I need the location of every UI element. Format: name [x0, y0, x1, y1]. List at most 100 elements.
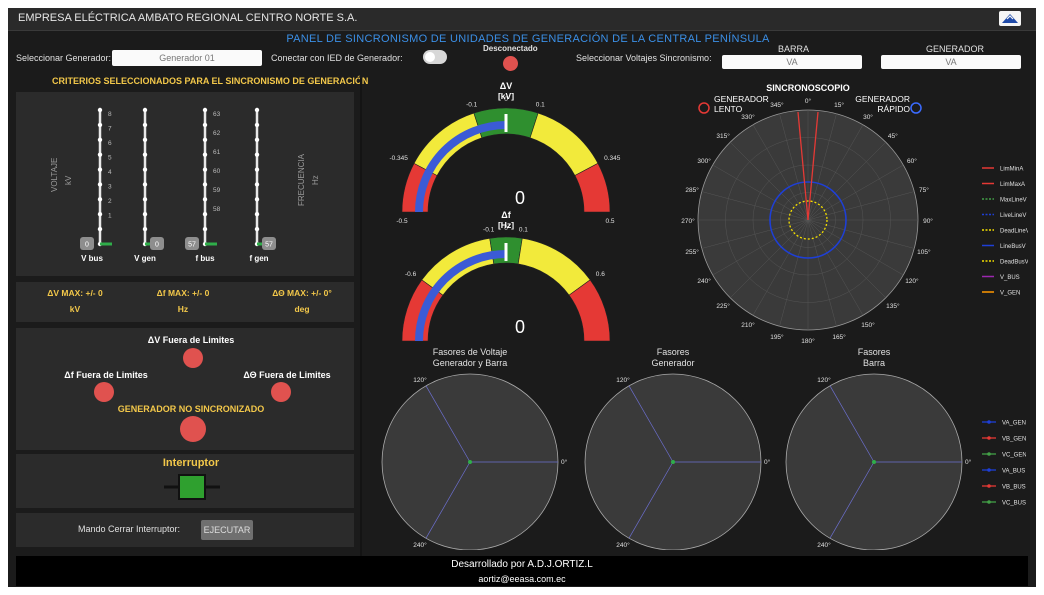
dtheta-max-value: ΔΘ MAX: +/- 0° [272, 288, 332, 298]
gauge-tick-label: -0.1 [466, 101, 478, 108]
slider-tick-dot [97, 107, 103, 113]
gauge-tick-label: -0.5 [396, 218, 408, 225]
slider-label-f-bus: f bus [195, 254, 215, 263]
select-generator-label: Seleccionar Generador: [16, 53, 112, 63]
synchroscope-angle-label: 105° [917, 248, 931, 256]
slider-tick-dot [202, 182, 208, 187]
breaker-panel: Interruptor [16, 454, 354, 508]
phasor-legend-VA_GEN: VA_GEN [1002, 421, 1026, 427]
frequency-tick-label: 61 [213, 149, 221, 156]
phasor-angle-240: 240° [817, 541, 831, 549]
connection-status-text: Desconectado [483, 44, 538, 53]
slider-label-v-bus: V bus [81, 254, 103, 263]
dv-out-led [183, 348, 203, 368]
slider-value-1: 0 [155, 242, 159, 249]
synchroscope-spoke [752, 124, 809, 221]
gauge-tick-label: 0.1 [536, 101, 545, 108]
frequency-tick-label: 58 [213, 206, 221, 213]
generator-select[interactable]: Generador 01 [112, 50, 262, 66]
gauge-tick-label: 0 [504, 96, 508, 103]
synchroscope-spoke [752, 219, 809, 316]
generador-label: GENERADOR [926, 44, 985, 54]
slider-tick-dot [254, 197, 260, 202]
gauge-unit: [kV] [498, 91, 514, 101]
gauge-value-bar [415, 121, 507, 213]
phasor-angle-120: 120° [616, 376, 630, 384]
slider-tick-dot [254, 152, 260, 157]
phasor-plot-title: Fasores [858, 347, 891, 357]
phasor-legend-marker [987, 500, 991, 504]
phasor-legend-marker [987, 436, 991, 440]
slider-tick-dot [142, 122, 148, 128]
synchroscope-spoke [807, 164, 904, 221]
phasor-origin [468, 460, 472, 464]
df-out-led [94, 382, 114, 402]
synchroscope-spoke [807, 219, 886, 298]
phasor-origin [671, 460, 675, 464]
slider-tick-dot [202, 197, 208, 202]
synchroscope-spoke [779, 219, 809, 327]
slider-tick-dot [97, 167, 103, 172]
phasor-angle-0: 0° [764, 458, 771, 466]
execute-button[interactable]: EJECUTAR [201, 520, 253, 540]
barra-voltage-select[interactable]: VA [722, 55, 862, 69]
synchroscope-legend-LimMinA: LimMinA [1000, 167, 1023, 173]
synchroscope-angle-label: 345° [770, 101, 784, 109]
slider-tick-dot [97, 212, 103, 217]
dv-max-unit: kV [69, 304, 81, 314]
synchroscope-spoke [807, 124, 864, 221]
synchroscope-angle-label: 15° [834, 101, 844, 109]
synchroscope-spoke [712, 164, 809, 221]
fast-label-line2: RÁPIDO [877, 104, 910, 114]
phasor-axis [829, 385, 875, 463]
synchroscope-legend-LineBusV: LineBusV [1000, 244, 1026, 250]
status-panel: ΔV Fuera de Limites Δf Fuera de Limites … [16, 328, 354, 450]
phasor-plot-title: Fasores de Voltaje [433, 347, 508, 357]
connection-status-led [503, 56, 518, 71]
gauge-tick-label: 0.345 [604, 155, 621, 162]
synchroscope-angle-label: 120° [905, 277, 919, 285]
slider-value-box [262, 237, 276, 250]
command-label: Mando Cerrar Interruptor: [78, 524, 181, 534]
generador-voltage-select[interactable]: VA [881, 55, 1021, 69]
synchroscope-angle-label: 315° [716, 132, 730, 140]
frequency-tick-label: 60 [213, 168, 221, 175]
title-bar: EMPRESA ELÉCTRICA AMBATO REGIONAL CENTRO… [8, 8, 1036, 31]
footer-developer: Desarrollado por A.D.J.ORTIZ.L [451, 559, 593, 570]
synchroscope-legend-V_GEN: V_GEN [1000, 291, 1020, 297]
connect-ied-toggle[interactable] [423, 50, 447, 64]
slider-tick-dot [142, 182, 148, 187]
voltage-tick-label: 4 [108, 169, 112, 176]
gauge-unit: [Hz] [498, 220, 514, 230]
slider-label-f-gen: f gen [249, 254, 269, 263]
slider-tick-dot [142, 137, 148, 142]
voltage-tick-label: 8 [108, 111, 112, 118]
slider-tick-dot [202, 122, 208, 128]
sync-status-led [180, 416, 206, 442]
voltage-tick-label: 6 [108, 140, 112, 147]
app-window: EMPRESA ELÉCTRICA AMBATO REGIONAL CENTRO… [8, 8, 1036, 587]
slider-tick-dot [254, 212, 260, 217]
synchroscope-spoke [807, 219, 904, 276]
gauge-yellow-band [529, 112, 599, 176]
gauge-tick-label: 0.6 [596, 271, 605, 278]
slider-tick-dot [142, 226, 148, 232]
synchroscope-legend-V_BUS: V_BUS [1000, 275, 1020, 281]
gauge-value-bar [415, 250, 507, 342]
select-voltages-label: Seleccionar Voltajes Sincronismo: [576, 53, 712, 63]
criteria-title: CRITERIOS SELECCIONADOS PARA EL SINCRONI… [52, 76, 369, 86]
phasor-legend-marker [987, 468, 991, 472]
synchroscope-spoke [807, 142, 886, 221]
df-out-label: Δf Fuera de Limites [64, 370, 148, 380]
gauge-tick-label: -0.1 [483, 226, 495, 233]
limit-min-line [797, 111, 809, 221]
dtheta-out-led [271, 382, 291, 402]
gauge-value: 0 [515, 317, 525, 337]
slider-tick-dot [202, 226, 208, 232]
synchroscope-angle-label: 150° [861, 321, 875, 329]
limit-max-line [807, 111, 819, 221]
synchroscope-angle-label: 240° [697, 277, 711, 285]
synchroscope-angle-label: 90° [923, 217, 933, 225]
frequency-tick-label: 63 [213, 111, 221, 118]
slow-label-line2: LENTO [714, 104, 743, 114]
